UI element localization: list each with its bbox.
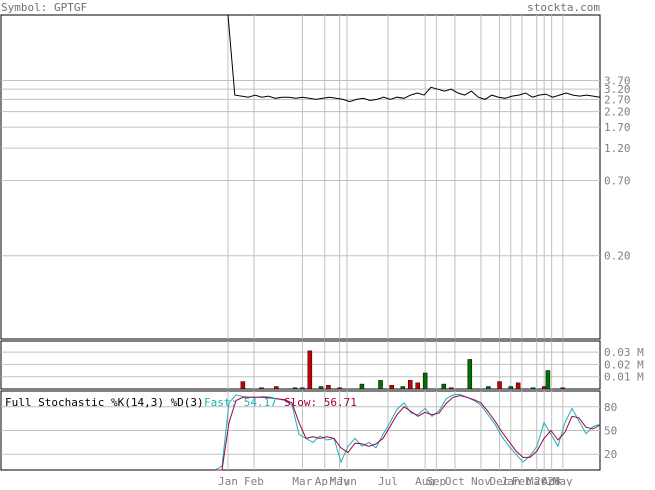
brand-label: stockta.com: [527, 1, 600, 14]
stochastic-title: Full Stochastic %K(14,3) %D(3): [5, 396, 204, 409]
price-tick-label: 0.20: [604, 250, 631, 263]
volume-tick-labels: 0.03 M0.02 M0.01 M: [604, 346, 644, 384]
price-tick-label: 3.70: [604, 74, 631, 87]
x-tick-label: Apr: [315, 475, 335, 486]
stochastic-tick-label: 50: [604, 425, 617, 438]
x-tick-label: Aug: [415, 475, 435, 486]
x-tick-label: Feb: [244, 475, 264, 486]
price-tick-label: 2.70: [604, 93, 631, 106]
stochastic-grid-horizontal: [1, 406, 600, 455]
price-panel: 3.703.202.702.20 1.70 1.20 0.70 0.20: [0, 14, 631, 340]
volume-bar: [515, 382, 521, 390]
price-panel-border: [0, 14, 601, 340]
volume-bar: [541, 386, 547, 390]
volume-bar: [497, 381, 502, 390]
volume-tick-label: 0.01 M: [604, 371, 644, 384]
stochastic-slow-line: [215, 395, 601, 471]
volume-bar: [389, 385, 394, 390]
x-tick-label: Jan: [218, 475, 238, 486]
x-tick-label: May: [553, 475, 573, 486]
volume-bar: [359, 383, 365, 390]
price-tick-label: 3.20: [604, 83, 631, 96]
volume-grid-vertical: [227, 341, 564, 389]
volume-bar: [300, 387, 305, 390]
volume-bar: [408, 380, 413, 390]
volume-bar: [259, 387, 264, 390]
x-tick-label: May: [330, 475, 350, 486]
volume-bar: [326, 385, 331, 390]
x-tick-label: Jul: [378, 475, 398, 486]
volume-bar: [448, 387, 454, 390]
x-tick-label: Nov: [471, 475, 491, 486]
volume-bar: [240, 381, 246, 390]
stochastic-tick-label: 20: [604, 448, 617, 461]
volume-bar: [378, 380, 383, 390]
x-tick-label: Jun: [337, 475, 357, 486]
price-tick-label: 1.20: [604, 142, 631, 155]
volume-bar: [318, 386, 324, 390]
volume-bars: [240, 350, 566, 390]
volume-bar: [560, 387, 566, 390]
volume-bar: [545, 370, 551, 390]
x-tick-label: Oct: [445, 475, 465, 486]
volume-tick-label: 0.03 M: [604, 346, 644, 359]
volume-bar: [486, 386, 491, 390]
price-tick-labels: 3.703.202.702.20 1.70 1.20 0.70 0.20: [604, 74, 631, 262]
x-tick-label: Apr: [542, 475, 562, 486]
x-tick-label: 2026: [534, 475, 561, 486]
stochastic-slow-label: Slow: 56.71: [284, 396, 357, 409]
stochastic-tick-label: 80: [604, 401, 617, 414]
volume-bar: [307, 350, 313, 390]
x-tick-label: Dec: [490, 475, 510, 486]
volume-grid-horizontal: [1, 351, 600, 378]
volume-bar: [337, 387, 342, 390]
x-tick-label: Jan: [501, 475, 521, 486]
price-tick-label: 1.70: [604, 121, 631, 134]
volume-bar: [274, 386, 279, 390]
volume-tick-label: 0.02 M: [604, 358, 644, 371]
volume-bar: [530, 387, 536, 390]
price-grid-horizontal: [1, 79, 600, 257]
volume-bar: [415, 382, 420, 390]
volume-bar: [508, 386, 513, 390]
price-tick-label: 2.20: [604, 106, 631, 119]
price-grid-vertical: [227, 15, 564, 339]
stochastic-fast-label: Fast: 54.17: [204, 396, 277, 409]
x-tick-label: Feb: [512, 475, 532, 486]
x-tick-label: Sep: [426, 475, 446, 486]
price-tick-label: 0.70: [604, 174, 631, 187]
x-tick-label: Mar: [292, 475, 312, 486]
volume-panel: 0.03 M0.02 M0.01 M: [0, 340, 644, 390]
volume-bar: [422, 372, 428, 390]
x-tick-label: Mar: [527, 475, 547, 486]
stochastic-tick-labels: 80 50 20: [604, 401, 617, 461]
volume-bar: [467, 359, 473, 390]
volume-bar: [400, 386, 406, 390]
volume-bar: [441, 383, 447, 390]
stochastic-panel: 80 50 20 Full Stochastic %K(14,3) %D(3) Fa…: [0, 390, 617, 471]
symbol-label: Symbol: GPTGF: [1, 1, 87, 14]
price-line: [227, 14, 601, 103]
volume-bar: [292, 387, 298, 390]
